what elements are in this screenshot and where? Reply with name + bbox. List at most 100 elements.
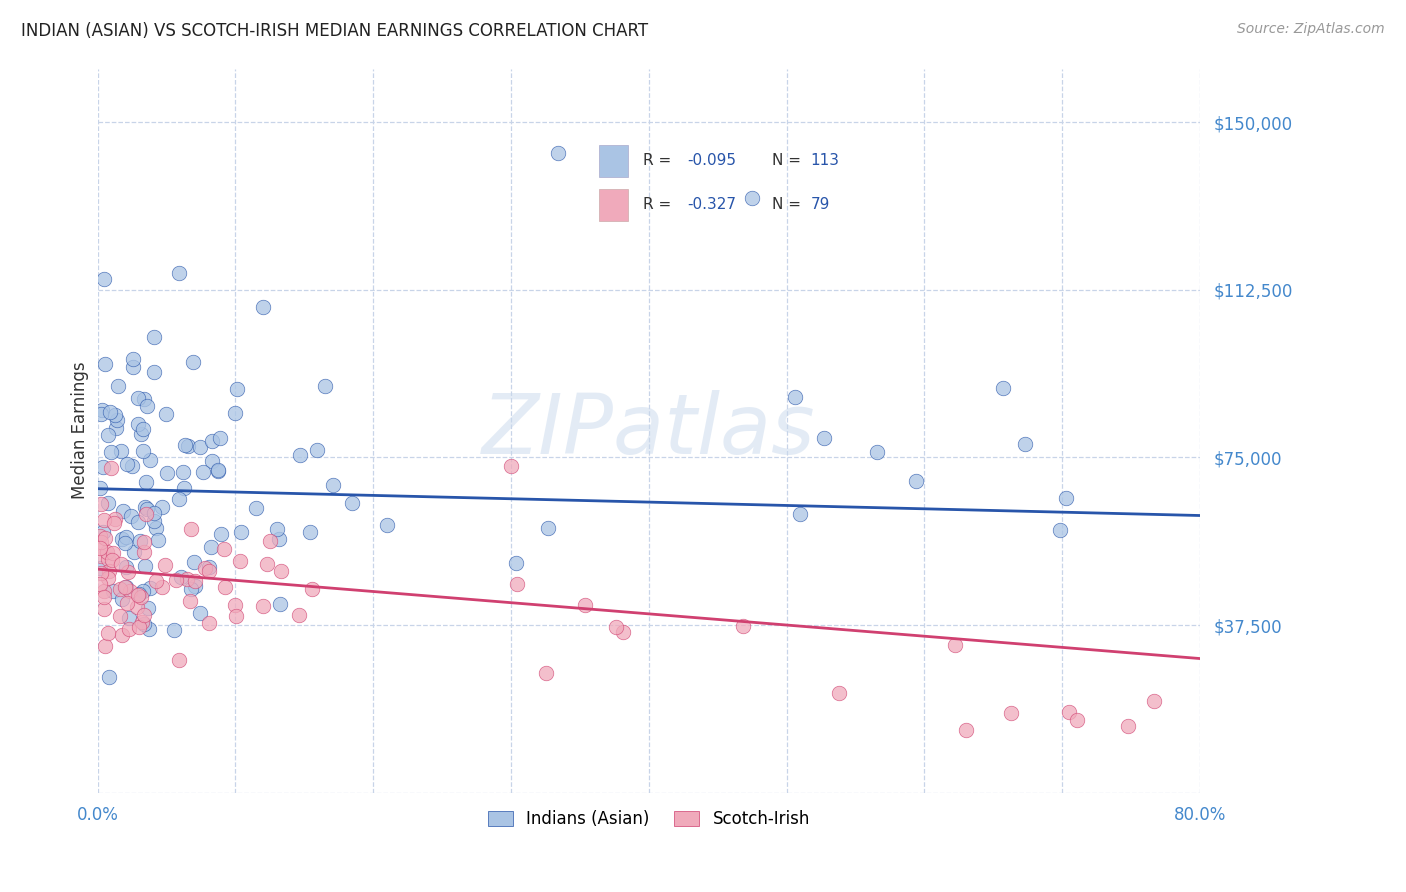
Point [170, 569, 193, 583]
Point [612, 624, 634, 639]
Text: -0.095: -0.095 [688, 153, 735, 169]
Point [167, 653, 190, 667]
Point [101, 553, 124, 567]
Point [1059, 705, 1081, 719]
Point [783, 390, 806, 404]
Point [226, 382, 249, 396]
Point [188, 606, 211, 620]
Point [91, 524, 114, 539]
Point [135, 501, 157, 516]
Point [1049, 523, 1071, 537]
Point [111, 532, 134, 546]
Point [134, 545, 156, 559]
Text: N =: N = [772, 153, 806, 169]
Point [97, 571, 120, 585]
Point [118, 611, 141, 625]
Point [134, 392, 156, 406]
Point [107, 413, 129, 427]
Point [104, 512, 127, 526]
Point [155, 558, 177, 572]
Point [256, 557, 278, 571]
Point [1000, 706, 1022, 721]
Point [89, 541, 111, 555]
Point [89, 560, 111, 574]
Point [131, 615, 153, 629]
Point [340, 496, 363, 510]
Point [97, 564, 120, 578]
Point [991, 381, 1014, 395]
Point [214, 580, 236, 594]
Point [129, 590, 152, 604]
Point [314, 379, 336, 393]
Point [90, 549, 112, 563]
Point [547, 146, 569, 161]
Text: Source: ZipAtlas.com: Source: ZipAtlas.com [1237, 22, 1385, 37]
Point [1116, 718, 1139, 732]
Point [150, 580, 173, 594]
Point [118, 622, 141, 636]
Point [208, 431, 231, 445]
Point [194, 561, 217, 575]
Point [94, 358, 117, 372]
Point [191, 466, 214, 480]
Point [114, 580, 136, 594]
Point [134, 559, 156, 574]
Point [110, 557, 132, 571]
Point [252, 301, 274, 315]
Point [108, 609, 131, 624]
Point [132, 608, 155, 623]
Point [173, 438, 195, 452]
Point [184, 574, 207, 588]
Point [1066, 713, 1088, 727]
Point [290, 448, 312, 462]
Point [103, 516, 125, 530]
Point [100, 444, 122, 458]
Point [134, 617, 156, 632]
Point [135, 399, 157, 413]
Point [89, 529, 111, 543]
Point [139, 581, 162, 595]
Point [139, 452, 162, 467]
Point [179, 593, 201, 607]
Point [135, 475, 157, 489]
Point [537, 520, 560, 534]
Point [828, 685, 851, 699]
Point [865, 444, 887, 458]
Text: 113: 113 [810, 153, 839, 169]
Point [322, 477, 344, 491]
Text: 79: 79 [810, 197, 830, 211]
Point [111, 591, 134, 606]
Point [605, 619, 627, 633]
Point [94, 531, 117, 545]
Point [207, 464, 229, 478]
Point [266, 522, 288, 536]
Point [741, 191, 763, 205]
Point [301, 582, 323, 596]
Point [90, 403, 112, 417]
Point [167, 266, 190, 280]
Point [138, 622, 160, 636]
Point [117, 458, 139, 472]
Point [180, 582, 202, 596]
Point [121, 351, 143, 366]
Point [112, 504, 135, 518]
Text: ZIPatlas: ZIPatlas [482, 390, 815, 471]
Point [181, 355, 204, 369]
Text: R =: R = [643, 153, 676, 169]
Point [114, 580, 136, 594]
Point [269, 533, 291, 547]
Point [122, 545, 145, 559]
Point [375, 518, 398, 533]
Text: N =: N = [772, 197, 806, 211]
Point [789, 507, 811, 521]
Point [212, 541, 235, 556]
Point [224, 406, 246, 420]
Point [101, 583, 124, 598]
Point [145, 574, 167, 589]
Point [813, 432, 835, 446]
Point [90, 566, 112, 580]
Point [142, 329, 165, 343]
Point [104, 421, 127, 435]
Point [201, 434, 224, 448]
Point [128, 620, 150, 634]
